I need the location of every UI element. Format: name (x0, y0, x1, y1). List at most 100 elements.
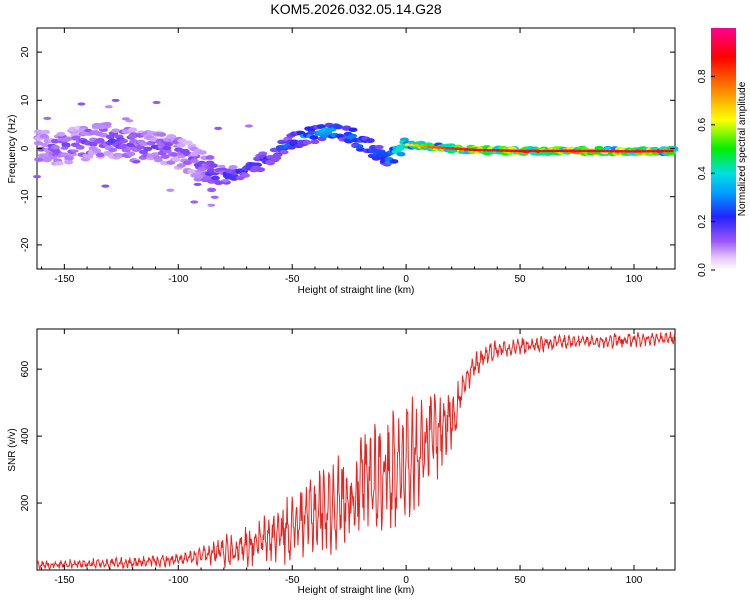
spectrogram-cell (126, 151, 136, 157)
spectrogram-speckle (244, 124, 253, 128)
spectrogram-speckle (111, 98, 120, 103)
spectrogram-speckle (166, 188, 175, 192)
spectrogram-cell (354, 144, 364, 149)
spectrogram-core (650, 149, 656, 153)
spectrogram-core (495, 149, 501, 152)
spectrogram-cell (183, 160, 193, 166)
spectrogram-core (514, 149, 519, 153)
spectrogram-ylabel: Frequency (Hz) (7, 115, 18, 184)
spectrogram-core (482, 148, 487, 152)
spectrogram-cell (111, 128, 121, 134)
spectrogram-cell (126, 142, 136, 148)
spectrogram-core (586, 149, 592, 153)
spectrogram-cell (208, 163, 218, 168)
spectrogram-core (491, 149, 496, 152)
spectrogram-core (413, 144, 419, 147)
spectrogram-cell (176, 142, 186, 148)
spectrogram-cell (376, 149, 386, 154)
spectrogram-core (637, 150, 642, 153)
spectrogram-xtick-label: -150 (54, 274, 74, 285)
spectrogram-core (623, 150, 628, 153)
snr-series-line (36, 331, 676, 571)
spectrogram-cell (333, 124, 343, 130)
spectrogram-cell (108, 147, 118, 153)
spectrogram-core (523, 149, 528, 153)
spectrogram-core (605, 149, 610, 153)
spectrogram-cell (160, 154, 170, 159)
spectrogram-cell (39, 133, 49, 139)
spectrogram-core (596, 149, 601, 153)
spectrogram-speckle (210, 195, 219, 199)
spectrogram-core (418, 144, 423, 148)
spectrogram-core (409, 143, 414, 147)
spectrogram-core (486, 149, 492, 152)
spectrogram-cell (327, 127, 337, 132)
snr-frame (36, 328, 676, 571)
snr-ytick-label: 600 (20, 360, 31, 377)
spectrogram-cell (302, 140, 312, 145)
spectrogram-xlabel: Height of straight line (km) (298, 285, 415, 296)
colorbar-tick-label: 0.4 (697, 166, 708, 180)
spectrogram-core (573, 149, 578, 153)
spectrogram-cell (198, 166, 208, 172)
spectrogram-core (463, 148, 469, 151)
spectrogram-core (545, 149, 551, 153)
spectrogram-cell (193, 177, 203, 182)
snr-ytick-label: 400 (20, 427, 31, 444)
spectrogram-cell (153, 157, 163, 163)
spectrogram-core (441, 146, 446, 150)
spectrogram-cell (241, 173, 251, 178)
spectrogram-core (564, 149, 569, 153)
spectrogram-cell (389, 159, 399, 164)
spectrogram-core (659, 149, 665, 153)
spectrogram-cell (75, 145, 85, 150)
spectrogram-cell (157, 132, 167, 137)
colorbar-tick-label: 0.2 (697, 214, 708, 228)
colorbar: 0.0 0.2 0.4 0.6 0.8 Normalized spectral ampl… (697, 28, 748, 277)
spectrogram-core (450, 147, 455, 150)
spectrogram-cell (310, 139, 320, 145)
spectrogram-cell (50, 144, 60, 150)
spectrogram-core (655, 149, 660, 153)
spectrogram-core (436, 146, 442, 149)
spectrogram-core (422, 145, 428, 148)
spectrogram-xtick-label: 0 (403, 274, 409, 285)
spectrogram-core (459, 147, 464, 151)
spectrogram-cell (256, 167, 266, 172)
spectrogram-cells (33, 98, 679, 207)
spectrogram-speckle (36, 158, 45, 162)
spectrogram-cell (64, 155, 74, 161)
spectrogram-core (664, 149, 669, 153)
spectrogram-cell (34, 129, 44, 135)
snr-axes: -150 -100 -50 0 50 100 200 400 600 (20, 329, 675, 586)
spectrogram-cell (395, 146, 405, 151)
spectrogram-cell (269, 147, 279, 153)
spectrogram-cell (41, 129, 51, 135)
spectrogram-cell (88, 141, 98, 147)
spectrogram-speckle (125, 119, 134, 123)
spectrogram-ytick-label: -10 (20, 189, 31, 204)
spectrogram-core (614, 149, 619, 153)
spectrogram-cell (316, 124, 326, 129)
spectrogram-speckle (101, 184, 110, 188)
spectrogram-core (627, 150, 633, 153)
spectrogram-core (518, 149, 524, 153)
spectrogram-core (577, 149, 583, 153)
spectrogram-cell (214, 180, 224, 186)
spectrogram-core (532, 149, 537, 153)
figure-title: KOM5.2026.032.05.14.G28 (270, 1, 441, 17)
spectrogram-core (445, 147, 451, 150)
spectrogram-core (472, 148, 478, 152)
spectrogram-cell (166, 134, 176, 139)
spectrogram-speckle (152, 100, 161, 105)
spectrogram-ytick-label: 0 (20, 145, 31, 151)
spectrogram-ytick-label: -20 (20, 237, 31, 252)
spectrogram-cell (279, 149, 289, 155)
spectrogram-cell (63, 136, 73, 142)
spectrogram-cell (56, 131, 66, 137)
spectrogram-core (632, 150, 637, 153)
snr-panel: -150 -100 -50 0 50 100 200 400 600 Height of str… (7, 328, 676, 596)
spectrogram-speckle (104, 105, 113, 109)
spectrogram-cell (205, 155, 215, 160)
